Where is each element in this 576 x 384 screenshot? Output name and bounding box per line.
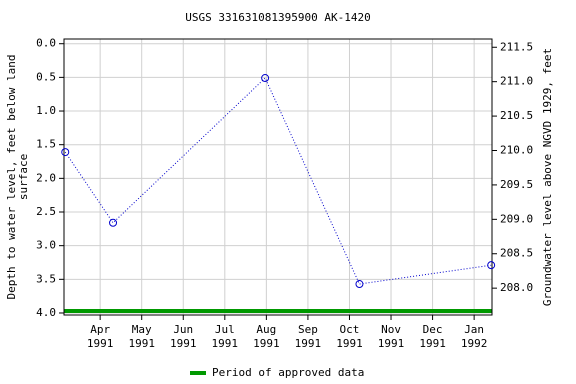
x-tick-label: Jan — [464, 323, 484, 336]
x-tick-label: 1991 — [295, 337, 322, 350]
y-tick-label: 0.5 — [36, 70, 56, 83]
x-tick-label: Aug — [256, 323, 276, 336]
x-tick-label: 1991 — [336, 337, 363, 350]
legend-label: Period of approved data — [212, 366, 364, 379]
plot-frame — [63, 38, 493, 316]
y-tick-label: 3.5 — [36, 272, 56, 285]
x-tick-label: Sep — [298, 323, 318, 336]
y-axis-label: surface — [17, 154, 30, 200]
y2-tick-label: 210.0 — [500, 144, 533, 157]
x-tick-label: 1991 — [128, 337, 155, 350]
x-tick-label: Nov — [381, 323, 401, 336]
data-point — [261, 74, 270, 83]
data-point — [355, 280, 364, 289]
x-tick-label: Apr — [90, 323, 110, 336]
y-tick-label: 1.0 — [36, 104, 56, 117]
data-point — [61, 148, 70, 157]
y-tick-label: 2.5 — [36, 205, 56, 218]
x-tick-label: Oct — [340, 323, 360, 336]
chart-title: USGS 331631081395900 AK-1420 — [185, 11, 370, 24]
y2-tick-label: 211.0 — [500, 75, 533, 88]
y2-tick-label: 210.5 — [500, 109, 533, 122]
y-tick-label: 3.0 — [36, 239, 56, 252]
y-tick-label: 1.5 — [36, 138, 56, 151]
y2-tick-label: 208.5 — [500, 247, 533, 260]
x-tick-label: 1991 — [378, 337, 405, 350]
y-tick-label: 4.0 — [36, 306, 56, 319]
data-point — [109, 218, 118, 227]
y2-tick-label: 211.5 — [500, 40, 533, 53]
y2-tick-label: 209.0 — [500, 212, 533, 225]
x-tick-label: Dec — [423, 323, 443, 336]
x-tick-label: 1991 — [419, 337, 446, 350]
y2-axis-label: Groundwater level above NGVD 1929, feet — [541, 48, 554, 306]
y-axis-label: Depth to water level, feet below land — [5, 54, 18, 299]
x-tick-label: 1992 — [461, 337, 488, 350]
x-tick-label: 1991 — [253, 337, 280, 350]
y2-tick-label: 209.5 — [500, 178, 533, 191]
y-tick-label: 0.0 — [36, 37, 56, 50]
y2-tick-label: 208.0 — [500, 281, 533, 294]
data-line — [64, 77, 492, 285]
x-tick-label: 1991 — [170, 337, 197, 350]
x-tick-label: 1991 — [212, 337, 239, 350]
x-tick-label: May — [132, 323, 152, 336]
data-point — [487, 261, 496, 270]
x-tick-label: Jul — [215, 323, 235, 336]
x-tick-label: 1991 — [87, 337, 114, 350]
x-tick-label: Jun — [173, 323, 193, 336]
y-tick-label: 2.0 — [36, 171, 56, 184]
